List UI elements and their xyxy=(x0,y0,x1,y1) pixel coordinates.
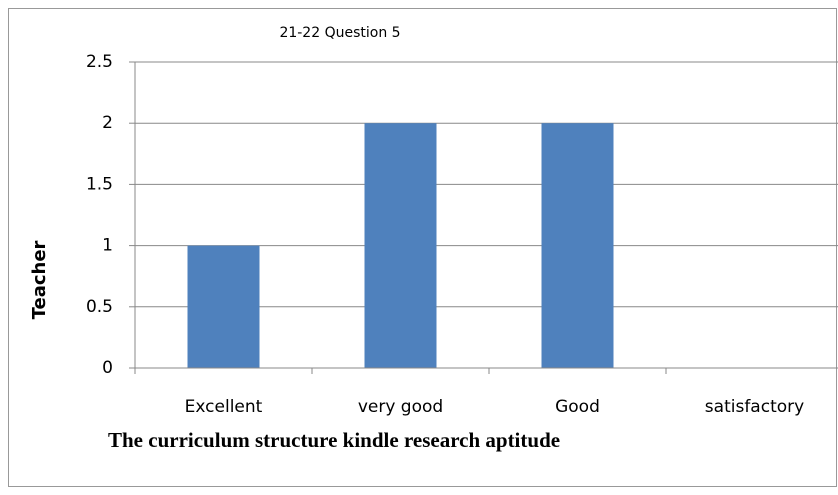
x-axis-label: The curriculum structure kindle research… xyxy=(108,428,560,452)
y-tick-label: 0.5 xyxy=(86,297,113,317)
bar xyxy=(364,123,437,368)
x-tick-label: Excellent xyxy=(185,397,263,417)
x-tick-label: satisfactory xyxy=(705,397,804,417)
y-tick-label: 2.5 xyxy=(86,52,113,72)
x-tick-label: Good xyxy=(555,397,600,417)
y-tick-label: 1 xyxy=(102,236,113,256)
bar xyxy=(187,245,260,368)
bar xyxy=(541,123,614,368)
y-tick-label: 0 xyxy=(102,358,113,378)
y-tick-label: 1.5 xyxy=(86,174,113,194)
chart-title: 21-22 Question 5 xyxy=(279,25,400,41)
x-tick-label: very good xyxy=(358,397,443,417)
y-tick-label: 2 xyxy=(102,113,113,133)
y-axis-label: Teacher xyxy=(29,240,50,319)
